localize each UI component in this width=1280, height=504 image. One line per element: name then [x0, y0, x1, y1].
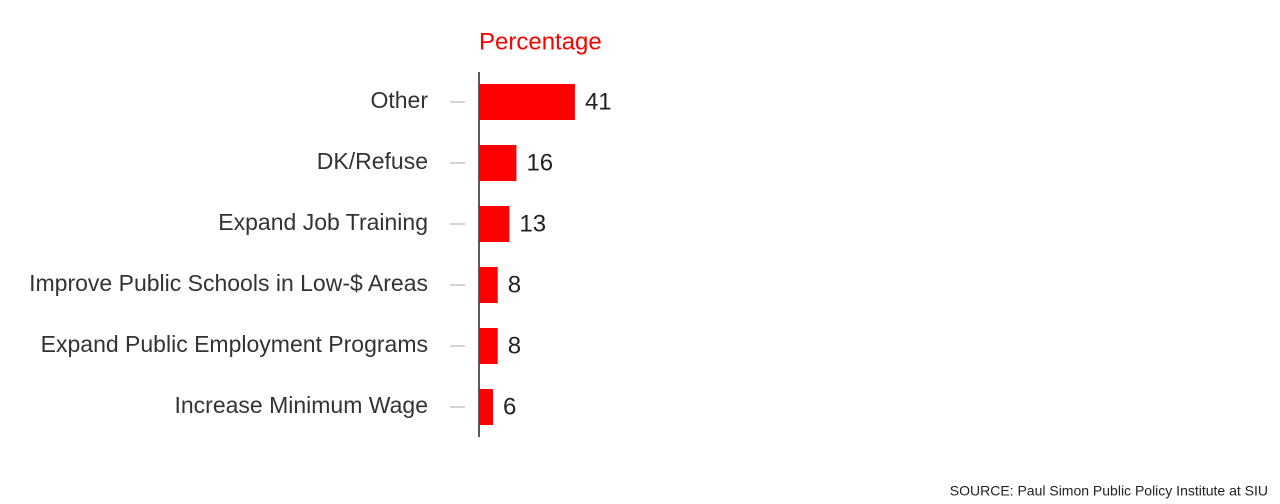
source: SOURCE: Paul Simon Public Policy Institu… — [950, 483, 1268, 499]
value-label: 13 — [519, 210, 546, 237]
category-label: DK/Refuse — [317, 148, 428, 174]
value-label: 16 — [526, 149, 553, 176]
category-label: Expand Public Employment Programs — [41, 331, 428, 357]
value-label: 6 — [503, 393, 516, 420]
value-label: 8 — [508, 271, 521, 298]
bar — [479, 328, 498, 364]
bar — [479, 84, 575, 120]
value-label: 8 — [508, 332, 521, 359]
category-label: Expand Job Training — [218, 209, 428, 235]
value-label: 41 — [585, 88, 612, 115]
bar — [479, 389, 494, 425]
chart-title: Percentage — [479, 28, 602, 55]
category-label: Other — [370, 87, 428, 113]
bar — [479, 145, 517, 181]
bar — [479, 267, 498, 303]
category-label: Increase Minimum Wage — [174, 392, 428, 418]
bar — [479, 206, 510, 242]
category-label: Improve Public Schools in Low-$ Areas — [29, 270, 428, 296]
